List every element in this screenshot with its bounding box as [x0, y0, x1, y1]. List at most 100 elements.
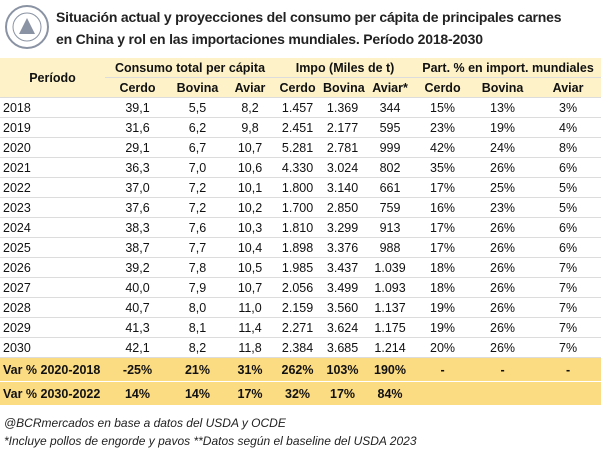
cell: 42% — [415, 137, 471, 158]
header-row: Cerdo Bovina Aviar Cerdo Bovina Aviar* Cerdo Bo… — [0, 77, 601, 98]
data-row: 2024 38,3 7,6 10,3 1.810 3.299 913 17% 26% 6% — [0, 217, 601, 238]
column-header: Cerdo — [415, 77, 471, 98]
cell: 7% — [535, 337, 601, 358]
cell: 7% — [535, 277, 601, 298]
cell: 3.624 — [320, 317, 366, 338]
logo — [5, 5, 49, 49]
cell: 11,0 — [225, 297, 276, 318]
data-row: 2019 31,6 6,2 9,8 2.451 2.177 595 23% 19% 4% — [0, 117, 601, 138]
cell: 4.330 — [275, 157, 321, 178]
cell: 913 — [365, 217, 416, 238]
cell: 1.369 — [320, 97, 366, 118]
cell: 6% — [535, 157, 601, 178]
cell: 38,3 — [105, 217, 170, 238]
cell: 5% — [535, 177, 601, 198]
cell: 10,6 — [225, 157, 276, 178]
header-row: Período Consumo total per cápita Impo (Mil… — [0, 58, 601, 98]
cell: 25% — [470, 177, 536, 198]
cell: 26% — [470, 157, 536, 178]
cell: 39,1 — [105, 97, 170, 118]
cell: 38,7 — [105, 237, 170, 258]
cell: 26% — [470, 337, 536, 358]
cell: 2.159 — [275, 297, 321, 318]
cell: 4% — [535, 117, 601, 138]
cell: 2024 — [0, 217, 105, 238]
summary-row: Var % 2020-2018 -25% 21% 31% 262% 103% 190% - - - — [0, 357, 601, 382]
cell: 36,3 — [105, 157, 170, 178]
data-row: 2025 38,7 7,7 10,4 1.898 3.376 988 17% 26% 6% — [0, 237, 601, 258]
cell: 10,5 — [225, 257, 276, 278]
cell: 32% — [275, 381, 321, 406]
data-row: 2030 42,1 8,2 11,8 2.384 3.685 1.214 20% 26% 7% — [0, 337, 601, 358]
cell: 999 — [365, 137, 416, 158]
cell: 1.800 — [275, 177, 321, 198]
cell: 7,9 — [170, 277, 225, 298]
cell: 15% — [415, 97, 471, 118]
cell: 26% — [470, 297, 536, 318]
cell: 16% — [415, 197, 471, 218]
column-header: Bovina — [470, 77, 536, 98]
cell: 13% — [470, 97, 536, 118]
cell: 7,8 — [170, 257, 225, 278]
cell: 31% — [225, 357, 276, 382]
cell: 40,7 — [105, 297, 170, 318]
column-group: Part. % en import. mundiales — [415, 58, 601, 78]
cell: 1.093 — [365, 277, 416, 298]
cell: 190% — [365, 357, 416, 382]
cell: 7,2 — [170, 177, 225, 198]
footnote: *Incluye pollos de engorde y pavos **Dat… — [4, 434, 417, 448]
cell: 17% — [320, 381, 366, 406]
cell — [470, 381, 536, 406]
cell: 37,6 — [105, 197, 170, 218]
column-header: Aviar — [535, 77, 601, 98]
cell: 19% — [415, 317, 471, 338]
cell: -25% — [105, 357, 170, 382]
cell — [415, 381, 471, 406]
cell: 10,3 — [225, 217, 276, 238]
cell: Var % 2030-2022 — [0, 381, 105, 406]
cell: 39,2 — [105, 257, 170, 278]
cell: 2018 — [0, 97, 105, 118]
data-row: 2022 37,0 7,2 10,1 1.800 3.140 661 17% 25% 5% — [0, 177, 601, 198]
cell: 7,7 — [170, 237, 225, 258]
cell: 7,2 — [170, 197, 225, 218]
cell: 3.140 — [320, 177, 366, 198]
column-header: Cerdo — [105, 77, 170, 98]
cell: 26% — [470, 217, 536, 238]
cell: 1.810 — [275, 217, 321, 238]
cell: 17% — [415, 177, 471, 198]
cell: 3.376 — [320, 237, 366, 258]
data-row: 2021 36,3 7,0 10,6 4.330 3.024 802 35% 26% 6% — [0, 157, 601, 178]
cell: 35% — [415, 157, 471, 178]
cell: 19% — [470, 117, 536, 138]
cell: 1.457 — [275, 97, 321, 118]
cell: 29,1 — [105, 137, 170, 158]
cell: 2.850 — [320, 197, 366, 218]
cell: - — [415, 357, 471, 382]
cell: 2.177 — [320, 117, 366, 138]
data-row: 2028 40,7 8,0 11,0 2.159 3.560 1.137 19% 26% 7% — [0, 297, 601, 318]
cell: 344 — [365, 97, 416, 118]
cell: 11,8 — [225, 337, 276, 358]
cell: 988 — [365, 237, 416, 258]
cell: 7% — [535, 297, 601, 318]
cell: 3.024 — [320, 157, 366, 178]
data-row: 2026 39,2 7,8 10,5 1.985 3.437 1.039 18% 26% 7% — [0, 257, 601, 278]
cell: 11,4 — [225, 317, 276, 338]
cell: 6,2 — [170, 117, 225, 138]
cell: 10,2 — [225, 197, 276, 218]
cell: Var % 2020-2018 — [0, 357, 105, 382]
cell: 2029 — [0, 317, 105, 338]
cell: 26% — [470, 277, 536, 298]
cell: 14% — [105, 381, 170, 406]
cell: 10,7 — [225, 137, 276, 158]
cell: 8,1 — [170, 317, 225, 338]
cell: - — [470, 357, 536, 382]
cell: 2028 — [0, 297, 105, 318]
cell: 1.700 — [275, 197, 321, 218]
column-group: Período — [0, 58, 105, 98]
footnote: @BCRmercados en base a datos del USDA y … — [4, 416, 286, 430]
cell: 595 — [365, 117, 416, 138]
cell: 2.451 — [275, 117, 321, 138]
cell: 14% — [170, 381, 225, 406]
